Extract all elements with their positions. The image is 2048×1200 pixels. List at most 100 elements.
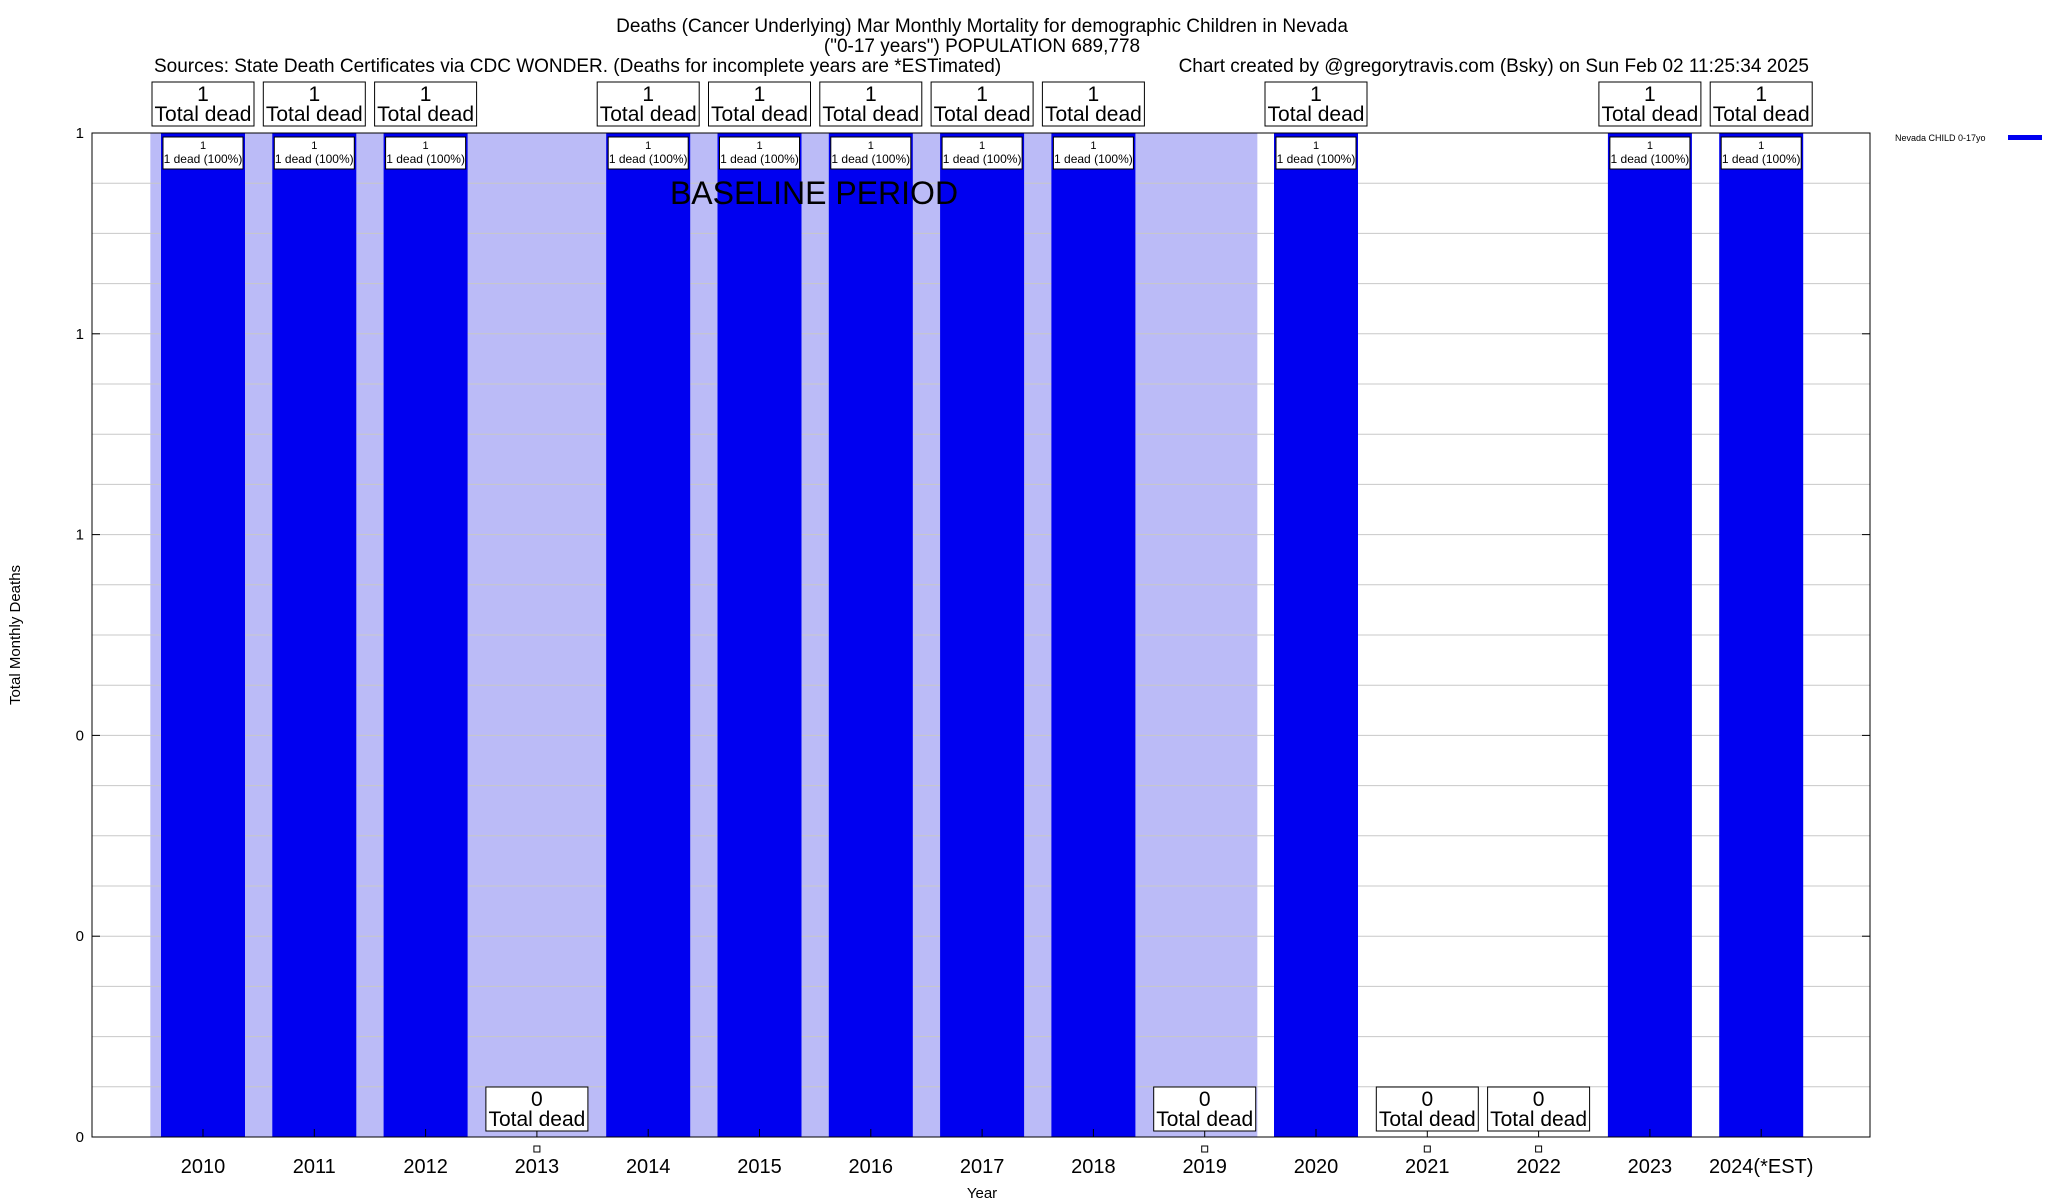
- bar-label-box: [1052, 136, 1134, 170]
- total-label: Total dead: [377, 103, 474, 126]
- total-label: Total dead: [155, 103, 252, 126]
- bar-value: 1: [1090, 140, 1096, 152]
- total-value: 0: [1533, 1088, 1545, 1111]
- total-label: Total dead: [600, 103, 697, 126]
- bar-label-box: [719, 136, 800, 170]
- total-value: 1: [1644, 83, 1656, 106]
- bar-label-box: [273, 136, 355, 170]
- total-value: 1: [976, 83, 988, 106]
- total-value: 1: [1088, 83, 1100, 106]
- x-tick-label: 2012: [403, 1156, 448, 1178]
- plot-frame: [91, 132, 1871, 1138]
- chart-title-line-1: Deaths (Cancer Underlying) Mar Monthly M…: [616, 16, 1348, 37]
- bar-value: 1: [1647, 140, 1653, 152]
- total-value: 1: [420, 83, 432, 106]
- zero-marker: [1535, 1145, 1543, 1153]
- zero-marker: [1423, 1145, 1431, 1153]
- x-tick-label: 2018: [1071, 1156, 1116, 1178]
- total-value: 1: [865, 83, 877, 106]
- total-value: 0: [1199, 1088, 1211, 1111]
- bar-label: 1 dead (100%): [1277, 152, 1356, 166]
- bar: [940, 133, 1025, 1137]
- bar-label: 1 dead (100%): [386, 152, 465, 166]
- bar-label: 1 dead (100%): [1722, 152, 1801, 166]
- total-label: Total dead: [1156, 1108, 1253, 1131]
- x-tick-label: 2021: [1405, 1156, 1450, 1178]
- total-value: 1: [1755, 83, 1767, 106]
- y-tick-label: 1: [76, 326, 84, 343]
- total-label: Total dead: [934, 103, 1031, 126]
- bar: [1274, 133, 1358, 1137]
- bar: [383, 133, 468, 1137]
- y-tick-label: 0: [76, 928, 84, 945]
- bar-label-box: [385, 136, 467, 170]
- legend-label: Nevada CHILD 0-17yo: [1895, 133, 1986, 143]
- x-tick-label: 2015: [737, 1156, 782, 1178]
- total-box: [1153, 1086, 1257, 1132]
- bar-label-box: [1609, 136, 1691, 170]
- zero-marker: [533, 1145, 541, 1153]
- x-tick-label: 2020: [1294, 1156, 1339, 1178]
- x-ticks: 2010 2011 2012 2013 2014 2015 2016 2017 2018 2019…: [181, 1129, 1814, 1178]
- bar: [1051, 133, 1136, 1137]
- x-tick-label: 2013: [515, 1156, 560, 1178]
- x-tick-label: 2010: [181, 1156, 226, 1178]
- x-tick-label: 2011: [293, 1156, 336, 1178]
- total-box: [708, 81, 811, 127]
- total-box: [262, 81, 366, 127]
- bar-label: 1 dead (100%): [275, 152, 354, 166]
- bar-label-box: [607, 136, 689, 170]
- total-box: [596, 81, 700, 127]
- bar-label: 1 dead (100%): [1054, 152, 1133, 166]
- total-box: [1487, 1086, 1591, 1132]
- x-axis-title: Year: [967, 1185, 997, 1200]
- bar-label: 1 dead (100%): [720, 152, 799, 166]
- total-box: [485, 1086, 589, 1132]
- bar-value: 1: [645, 140, 651, 152]
- bar-layer: [161, 133, 1804, 1137]
- bar: [1719, 133, 1804, 1137]
- bar-label-box: [162, 136, 244, 170]
- bar-label-box: [941, 136, 1023, 170]
- total-box: [1709, 81, 1813, 127]
- total-value: 0: [1421, 1088, 1433, 1111]
- bar-value: 1: [979, 140, 985, 152]
- x-tick-label: 2023: [1628, 1156, 1673, 1178]
- y-axis-title: Total Monthly Deaths: [7, 565, 24, 705]
- total-box: [1264, 81, 1368, 127]
- bar: [828, 133, 913, 1137]
- total-label: Total dead: [1379, 1108, 1476, 1131]
- bar: [606, 133, 691, 1137]
- chart-title-line-2: ("0-17 years") POPULATION 689,778: [824, 36, 1140, 57]
- total-value: 1: [1310, 83, 1322, 106]
- legend-swatch: [2008, 135, 2042, 140]
- total-box: [374, 81, 478, 127]
- total-value: 1: [754, 83, 766, 106]
- bar-value: 1: [200, 140, 206, 152]
- bar: [717, 133, 802, 1137]
- y-tick-label: 1: [76, 527, 84, 544]
- total-label: Total dead: [488, 1108, 585, 1131]
- bar-value: 1: [1313, 140, 1319, 152]
- total-box: [151, 81, 255, 127]
- x-tick-label: 2022: [1516, 1156, 1561, 1178]
- total-label: Total dead: [1601, 103, 1698, 126]
- y-tick-label: 0: [76, 1129, 84, 1146]
- bar-value: 1: [756, 140, 762, 152]
- bar-label: 1 dead (100%): [831, 152, 910, 166]
- bar: [272, 133, 357, 1137]
- total-box: [1375, 1086, 1479, 1132]
- y-tick-label: 1: [76, 125, 84, 142]
- total-value: 1: [642, 83, 654, 106]
- x-tick-label: 2016: [849, 1156, 894, 1178]
- total-label: Total dead: [1490, 1108, 1587, 1131]
- total-label: Total dead: [822, 103, 919, 126]
- total-box: [1598, 81, 1702, 127]
- bar-label: 1 dead (100%): [943, 152, 1022, 166]
- bar-label-box: [830, 136, 912, 170]
- x-tick-label: 2017: [960, 1156, 1005, 1178]
- x-tick-label: 2024(*EST): [1709, 1156, 1814, 1178]
- x-tick-label: 2019: [1182, 1156, 1227, 1178]
- bar-value: 1: [868, 140, 874, 152]
